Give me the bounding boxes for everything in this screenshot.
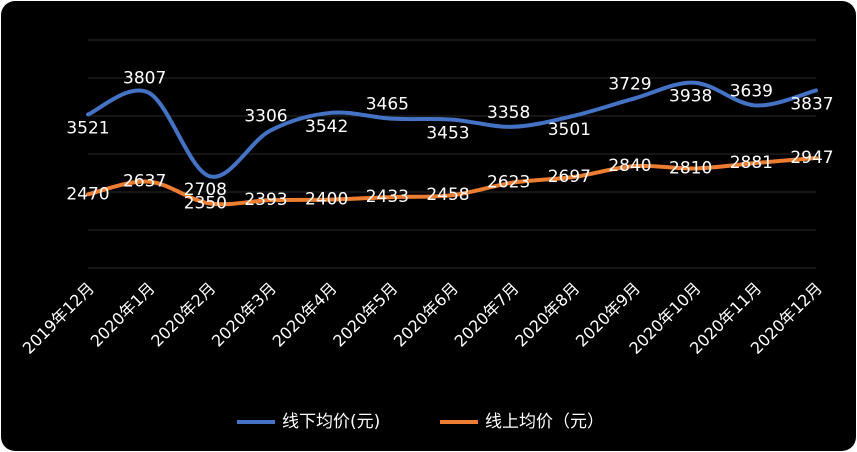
data-label: 3306	[244, 107, 287, 127]
data-label: 2708	[184, 180, 227, 200]
data-label: 2623	[487, 173, 530, 193]
data-label: 2947	[790, 148, 833, 168]
data-label: 3465	[366, 95, 409, 115]
data-label: 2840	[608, 156, 651, 176]
data-label: 3807	[123, 69, 166, 89]
legend-label: 线上均价（元）	[485, 412, 604, 432]
data-label: 2393	[244, 190, 287, 210]
data-label: 3639	[730, 81, 773, 101]
data-label: 2433	[366, 187, 409, 207]
data-label: 2350	[184, 193, 227, 213]
data-label: 3358	[487, 103, 530, 123]
data-label: 2881	[730, 153, 773, 173]
data-label: 3521	[66, 118, 109, 138]
data-label: 3501	[548, 120, 591, 140]
data-label: 2400	[305, 190, 348, 210]
data-label: 3938	[669, 87, 712, 107]
data-label: 3729	[608, 75, 651, 95]
data-label: 3453	[426, 124, 469, 144]
legend-label: 线下均价(元)	[282, 412, 380, 432]
data-label: 2697	[548, 167, 591, 187]
data-label: 2637	[123, 172, 166, 192]
data-label: 3837	[790, 94, 833, 114]
line-series	[86, 80, 818, 179]
line-series	[86, 156, 818, 207]
data-label: 2810	[669, 158, 712, 178]
data-label: 3542	[305, 117, 348, 137]
data-label: 2470	[66, 184, 109, 204]
data-label: 2458	[426, 185, 469, 205]
